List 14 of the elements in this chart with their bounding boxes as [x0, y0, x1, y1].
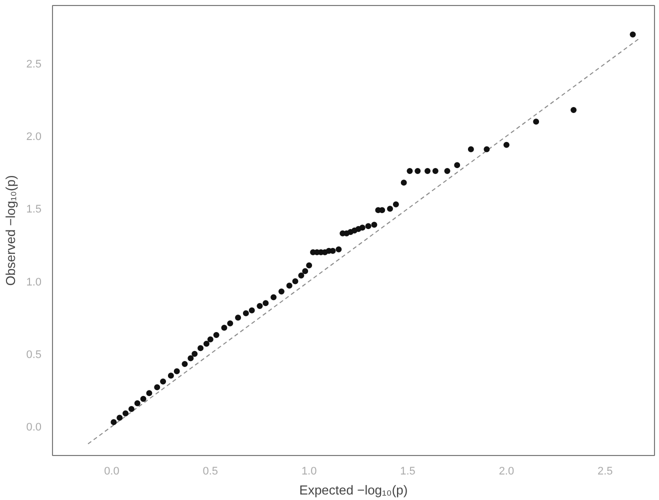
x-tick-label: 1.0: [301, 466, 317, 478]
x-tick-label: 0.5: [202, 466, 218, 478]
x-axis-title: Expected −log₁₀(p): [299, 482, 408, 498]
x-tick-label: 1.5: [400, 466, 416, 478]
y-tick-label: 1.5: [26, 204, 42, 216]
y-tick-label: 2.0: [26, 131, 42, 144]
y-tick-label: 0.0: [26, 421, 42, 434]
y-tick-label: 0.5: [26, 348, 42, 361]
x-tick-label: 2.0: [498, 466, 514, 478]
y-axis-title: Observed −log₁₀(p): [3, 175, 18, 286]
y-tick-label: 2.5: [26, 58, 42, 71]
y-tick-label: 1.0: [26, 276, 42, 288]
x-tick-label: 2.5: [598, 466, 613, 478]
x-tick-label: 0.0: [104, 466, 120, 478]
